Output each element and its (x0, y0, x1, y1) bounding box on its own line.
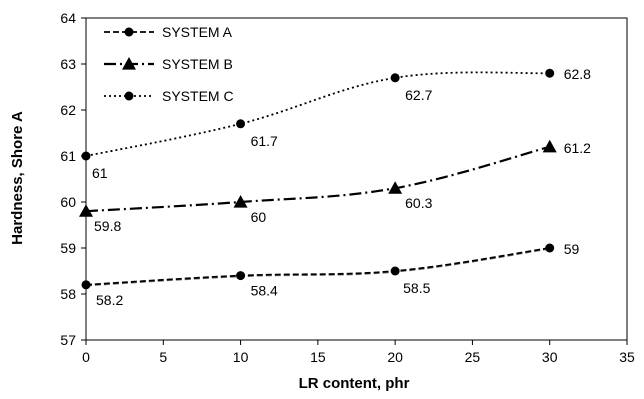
data-label: 59.8 (94, 218, 121, 234)
x-tick-label: 0 (82, 349, 90, 365)
x-tick-label: 30 (542, 349, 558, 365)
data-label: 61 (92, 165, 108, 181)
plot-area (85, 17, 628, 341)
triangle-marker (388, 181, 403, 194)
x-axis-title: LR content, phr (299, 375, 410, 392)
series-line (85, 145, 550, 213)
legend-label: SYSTEM A (162, 24, 233, 40)
circle-marker (390, 266, 400, 276)
data-label: 58.4 (251, 283, 278, 299)
circle-marker (81, 280, 91, 290)
x-tick-label: 15 (310, 349, 326, 365)
legend-label: SYSTEM B (162, 56, 233, 72)
y-axis-title: Hardness, Shore A (9, 111, 26, 245)
legend-triangle-marker (122, 57, 136, 70)
circle-marker (545, 243, 555, 253)
circle-marker (236, 271, 246, 281)
plot-frame (85, 17, 628, 341)
y-tick-label: 62 (60, 102, 76, 118)
y-tick-label: 64 (60, 10, 76, 26)
legend: SYSTEM A SYSTEM B SYSTEM C (104, 24, 234, 104)
series-layer (79, 68, 557, 290)
legend-circle-marker (124, 91, 134, 101)
x-tick-label: 5 (159, 349, 167, 365)
axes: 0 5 10 15 20 25 30 35 57 58 59 60 61 62 63 64 (60, 10, 635, 365)
data-labels: 58.2 58.4 58.5 59 59.8 60 60.3 61.2 61 61.7 62.7 62… (92, 66, 591, 308)
triangle-marker (233, 195, 248, 208)
x-tick-label: 35 (619, 349, 635, 365)
triangle-marker (542, 139, 557, 153)
circle-marker (81, 151, 91, 161)
x-tick-label: 10 (233, 349, 249, 365)
y-tick-label: 57 (60, 332, 76, 348)
data-label: 60 (251, 209, 267, 225)
data-label: 58.5 (403, 280, 430, 296)
y-tick-label: 58 (60, 286, 76, 302)
y-tick-label: 60 (60, 194, 76, 210)
data-label: 59 (564, 241, 580, 257)
data-label: 58.2 (96, 292, 123, 308)
y-tick-label: 63 (60, 56, 76, 72)
y-tick-label: 61 (60, 148, 76, 164)
legend-label: SYSTEM C (162, 88, 234, 104)
data-label: 62.8 (564, 66, 591, 82)
data-label: 61.7 (251, 133, 278, 149)
legend-circle-marker (124, 27, 134, 37)
triangle-marker (79, 204, 93, 217)
y-tick-label: 59 (60, 240, 76, 256)
series-line (85, 247, 550, 286)
circle-marker (390, 73, 400, 83)
circle-marker (236, 119, 246, 129)
x-tick-label: 20 (387, 349, 403, 365)
circle-marker (545, 68, 555, 78)
series-line-shadow (85, 248, 550, 287)
series-line (85, 71, 550, 157)
data-label: 62.7 (405, 87, 432, 103)
x-tick-label: 25 (465, 349, 481, 365)
data-label: 60.3 (405, 195, 432, 211)
data-label: 61.2 (564, 140, 591, 156)
